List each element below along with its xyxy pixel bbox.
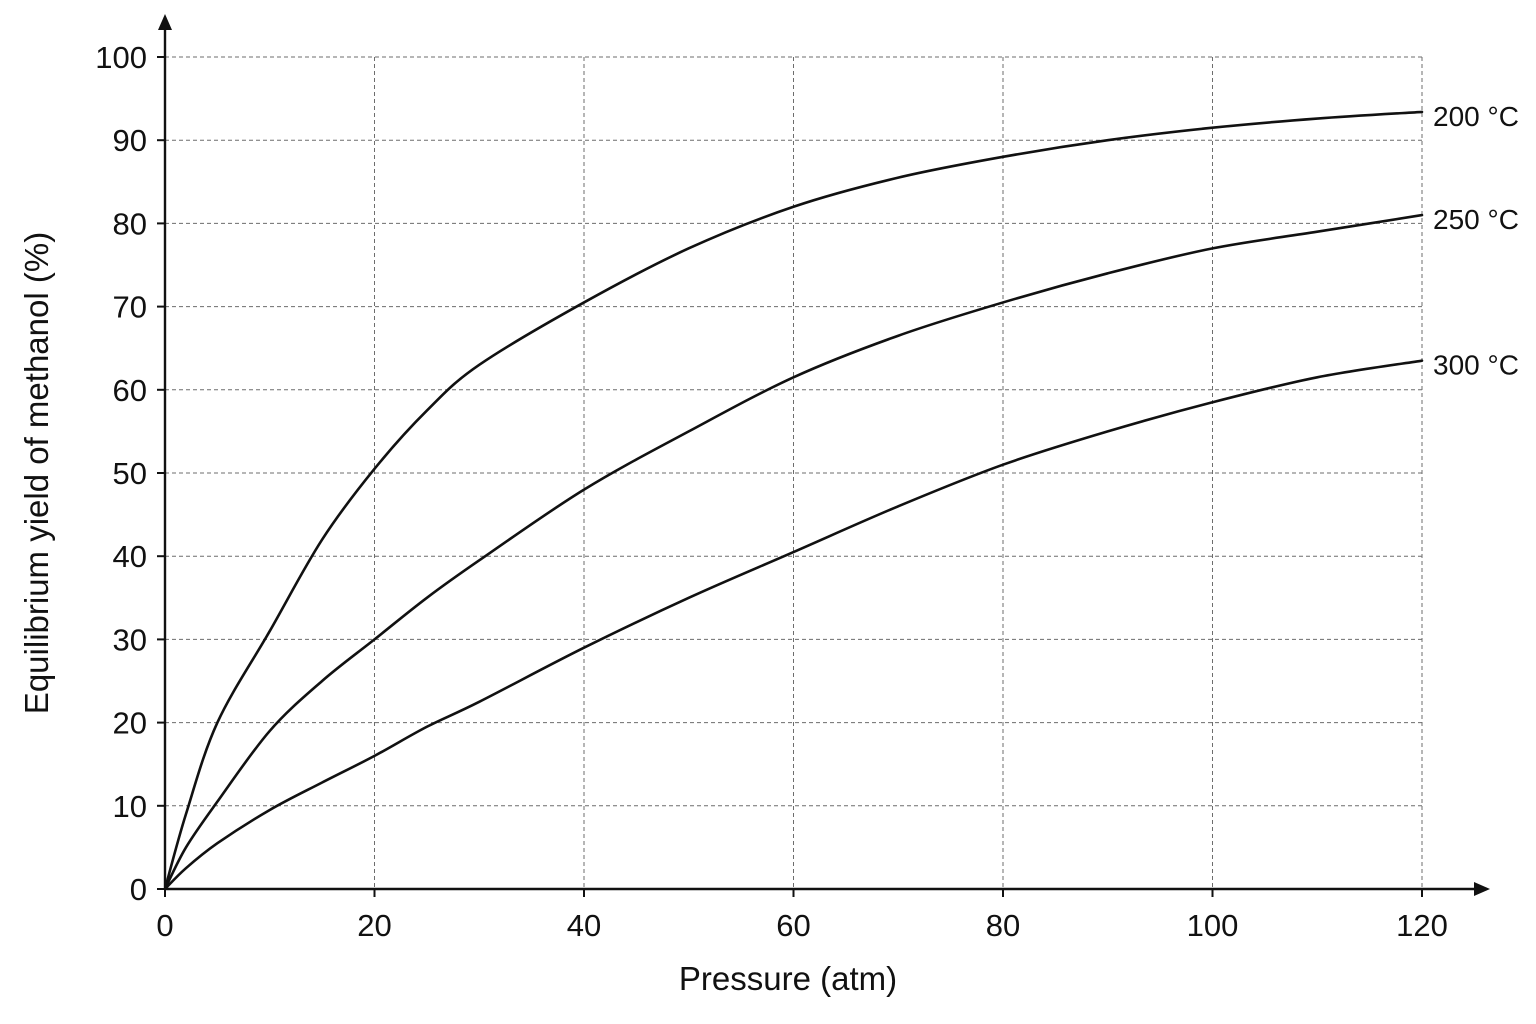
x-tick-label: 60 <box>776 908 810 943</box>
tick-marks <box>157 56 1423 897</box>
axes <box>158 14 1490 896</box>
y-axis-label: Equilibrium yield of methanol (%) <box>18 232 55 714</box>
x-tick-label: 120 <box>1396 908 1448 943</box>
series-label-300-c: 300 °C <box>1433 350 1519 381</box>
y-tick-label: 40 <box>113 539 147 574</box>
series-label-250-c: 250 °C <box>1433 204 1519 235</box>
series-label-200-c: 200 °C <box>1433 101 1519 132</box>
series-labels: 200 °C 250 °C 300 °C <box>1433 101 1519 381</box>
y-tick-label: 20 <box>113 706 147 741</box>
x-tick-label: 20 <box>357 908 391 943</box>
x-tick-label: 40 <box>567 908 601 943</box>
series-line-300-c <box>163 359 1424 891</box>
y-tick-label: 50 <box>113 456 147 491</box>
y-tick-label: 70 <box>113 290 147 325</box>
x-tick-label: 100 <box>1187 908 1239 943</box>
y-tick-label: 90 <box>113 123 147 158</box>
y-tick-label: 30 <box>113 622 147 657</box>
series-line-250-c <box>163 213 1424 891</box>
x-axis-label: Pressure (atm) <box>679 960 897 997</box>
gridlines <box>165 56 1423 889</box>
y-tick-label: 80 <box>113 206 147 241</box>
x-tick-label: 0 <box>156 908 173 943</box>
x-tick-label: 80 <box>986 908 1020 943</box>
y-tick-label: 100 <box>95 40 147 75</box>
tick-labels: 0 20 40 60 80 100 120 0 10 20 30 40 50 60 70 80 90 100 <box>95 40 1448 943</box>
series-lines <box>163 110 1424 891</box>
series-line-200-c <box>163 110 1424 891</box>
y-tick-label: 60 <box>113 373 147 408</box>
y-tick-label: 10 <box>113 789 147 824</box>
y-tick-label: 0 <box>130 872 147 907</box>
